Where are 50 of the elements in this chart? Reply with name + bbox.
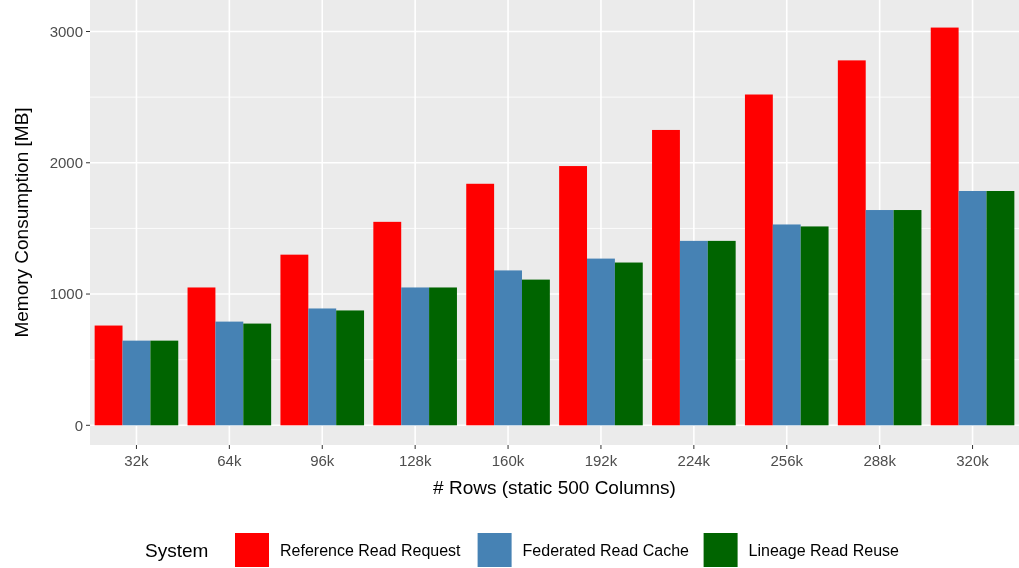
bar [94,325,123,426]
y-tick-label: 3000 [49,22,83,40]
bar [308,308,337,426]
bar [494,270,522,426]
bar [122,340,151,426]
bar [837,60,866,426]
bar [587,258,615,426]
x-tick-label: 160k [491,452,525,469]
x-tick-label: 288k [863,452,897,469]
bar [893,210,922,426]
x-tick-label: 64k [217,452,242,469]
legend-label: Federated Read Cache [522,542,690,559]
bar [373,221,402,426]
x-tick-label: 96k [310,452,335,469]
bar [865,210,894,426]
x-tick-label: 320k [956,452,990,469]
bar [679,240,708,426]
bar [150,340,179,426]
bar [707,240,736,426]
x-tick-label: 256k [770,452,804,469]
bar [559,166,588,426]
y-axis-title: Memory Consumption [MB] [11,107,32,338]
bar [280,254,309,426]
bar [336,310,365,426]
bar [429,287,457,426]
bar [652,129,680,426]
y-tick-label: 2000 [49,154,83,172]
legend-label: Lineage Read Reuse [748,542,900,559]
x-tick-label: 128k [398,452,432,469]
bar [800,226,829,426]
x-tick-label: 32k [124,452,150,469]
x-tick-label: 192k [584,452,618,469]
bar [243,323,272,426]
x-axis-title: # Rows (static 500 Columns) [433,477,676,498]
bar [958,191,987,426]
bar [744,94,773,426]
bar [401,287,430,426]
bar [614,262,643,426]
bar [772,224,801,426]
bar [521,279,550,426]
bar [215,321,244,426]
y-tick-label: 0 [74,416,83,434]
legend-title: System [145,540,209,561]
legend-label: Reference Read Request [280,542,462,559]
bar [930,27,959,426]
bar [187,287,216,426]
y-tick-label: 1000 [49,285,83,303]
bar [466,183,495,426]
x-tick-label: 224k [677,452,711,469]
bar [986,191,1015,426]
